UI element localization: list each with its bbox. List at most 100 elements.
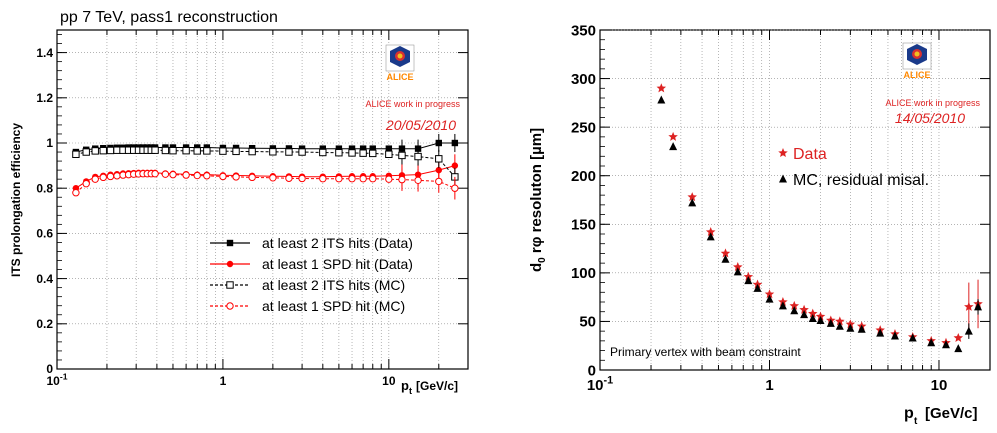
left-legend: at least 2 ITS hits (Data) at least 1 SPD… — [210, 235, 413, 314]
data-point — [733, 262, 743, 272]
right-x-label-sub: t — [914, 416, 918, 427]
data-point — [151, 146, 159, 154]
y-tick-label: 0.2 — [36, 317, 53, 331]
data-point — [808, 314, 817, 323]
x-tick-label: 1 — [220, 374, 227, 388]
legend-entry: MC, residual misal. — [779, 172, 929, 189]
data-point — [705, 227, 716, 237]
alice-logo-right: ALICE — [902, 42, 932, 80]
series-1 — [657, 95, 983, 353]
data-point — [348, 175, 356, 183]
data-point — [800, 310, 809, 319]
data-point — [91, 175, 99, 183]
data-point — [435, 155, 443, 163]
legend-entry: Data — [778, 146, 827, 163]
x-tick-label: 10 — [931, 377, 948, 394]
data-point — [927, 338, 936, 347]
data-point — [99, 146, 107, 155]
data-point — [414, 152, 422, 161]
right-y-axis-label: d0 rφ resoluton [µm] — [528, 128, 548, 272]
y-tick-label: 0 — [588, 362, 596, 379]
data-point — [269, 174, 277, 182]
data-point — [232, 147, 240, 156]
data-point — [964, 326, 973, 335]
data-point — [398, 151, 406, 160]
data-point — [941, 340, 950, 349]
data-point — [778, 301, 787, 310]
data-point — [106, 146, 115, 155]
data-point — [232, 173, 240, 181]
data-point — [385, 150, 393, 159]
alice-logo: ALICE — [385, 44, 415, 82]
data-point — [799, 304, 809, 314]
data-point — [789, 300, 800, 310]
data-point — [335, 145, 343, 152]
x-tick-label: 10 — [382, 374, 396, 388]
data-point — [451, 139, 459, 147]
right-x-label-unit: [GeV/c] — [925, 405, 978, 422]
data-point — [721, 254, 730, 263]
legend-label: at least 1 SPD hit (Data) — [262, 256, 413, 272]
legend-marker — [226, 239, 234, 247]
legend-marker — [778, 148, 788, 158]
data-point — [219, 172, 227, 181]
series-3 — [72, 168, 459, 200]
legend-marker — [779, 174, 787, 183]
data-point — [99, 173, 107, 182]
data-point — [414, 176, 422, 184]
data-point — [113, 172, 121, 180]
data-point — [964, 301, 974, 311]
y-tick-label: 300 — [571, 71, 596, 88]
data-point — [169, 170, 177, 179]
data-point — [657, 95, 666, 104]
left-plot-frame — [56, 29, 469, 370]
legend-entry: at least 2 ITS hits (MC) — [210, 277, 405, 293]
data-point — [816, 315, 825, 324]
data-point — [385, 175, 393, 183]
legend-marker — [226, 260, 234, 268]
data-point — [348, 145, 356, 152]
legend-marker — [226, 302, 234, 310]
y-tick-label: 200 — [571, 168, 596, 185]
data-point — [82, 179, 90, 188]
data-point — [335, 149, 343, 157]
x-tick-label: 10-1 — [587, 374, 613, 394]
data-point — [687, 192, 697, 202]
data-point — [451, 184, 459, 192]
data-point — [744, 276, 753, 285]
data-point — [765, 294, 774, 303]
data-point — [706, 232, 715, 241]
left-annotation-date: 20/05/2010 — [385, 117, 456, 133]
data-point — [193, 171, 201, 180]
right-y-label-sub: 0 — [537, 257, 548, 263]
legend-entry: at least 1 SPD hit (MC) — [210, 298, 405, 314]
data-point — [193, 147, 201, 155]
data-point — [113, 146, 121, 154]
right-x-label-p: p — [904, 405, 914, 422]
left-y-axis-label: ITS prolongation efficiency — [9, 123, 23, 277]
right-grid — [600, 29, 990, 370]
legend-label: at least 2 ITS hits (MC) — [262, 277, 405, 293]
legend-label: at least 1 SPD hit (MC) — [262, 298, 405, 314]
right-legend: Data MC, residual misal. — [778, 146, 929, 189]
data-point — [953, 332, 964, 342]
data-point — [319, 145, 327, 152]
y-tick-label: 150 — [571, 217, 596, 234]
x-tick-label: 10-1 — [46, 372, 67, 388]
data-point — [298, 174, 306, 183]
data-point — [808, 308, 818, 318]
data-point — [974, 302, 983, 311]
data-point — [398, 175, 406, 184]
data-point — [319, 175, 327, 183]
data-point — [359, 145, 367, 152]
y-tick-label: 1 — [46, 136, 53, 150]
x-tick-label: 1 — [765, 377, 773, 394]
y-tick-label: 0 — [46, 362, 53, 376]
data-point — [451, 162, 459, 169]
left-annotation-work: ALICE work in progress — [365, 99, 460, 109]
data-point — [285, 174, 293, 182]
y-tick-label: 0.8 — [36, 181, 53, 195]
data-point — [106, 172, 115, 181]
